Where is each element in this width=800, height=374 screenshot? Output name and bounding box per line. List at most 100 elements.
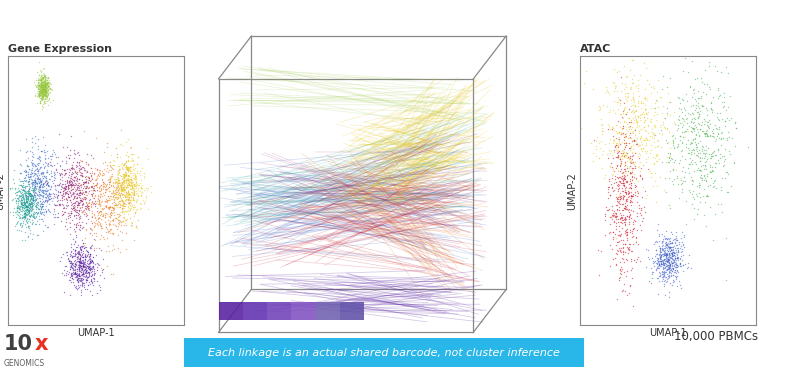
- Point: [81, 183, 94, 189]
- Point: [35, 209, 48, 215]
- Point: [65, 165, 78, 171]
- Point: [662, 264, 674, 270]
- Point: [614, 100, 626, 106]
- Point: [27, 187, 40, 193]
- Point: [70, 272, 83, 278]
- Point: [70, 186, 83, 191]
- Point: [32, 168, 45, 174]
- Point: [76, 196, 89, 202]
- Point: [612, 186, 625, 191]
- Point: [76, 158, 89, 164]
- Point: [34, 85, 46, 91]
- Point: [691, 144, 704, 150]
- Point: [78, 284, 90, 290]
- Point: [666, 243, 679, 249]
- Point: [613, 68, 626, 74]
- Point: [86, 170, 98, 176]
- Point: [72, 254, 85, 260]
- Point: [626, 95, 639, 101]
- Point: [682, 123, 695, 129]
- Point: [120, 183, 133, 189]
- Point: [52, 170, 65, 176]
- Point: [23, 192, 36, 198]
- Point: [664, 243, 677, 249]
- Point: [57, 188, 70, 194]
- Point: [117, 198, 130, 204]
- Point: [18, 212, 31, 218]
- Point: [602, 230, 615, 236]
- Point: [74, 258, 87, 264]
- Point: [716, 153, 729, 159]
- Point: [15, 215, 28, 221]
- Point: [82, 207, 95, 213]
- Point: [42, 187, 54, 193]
- Point: [618, 220, 630, 226]
- Point: [102, 203, 114, 209]
- Point: [665, 267, 678, 273]
- Point: [614, 168, 626, 174]
- Point: [608, 98, 621, 104]
- Point: [65, 173, 78, 179]
- Point: [119, 192, 132, 198]
- Point: [674, 260, 686, 266]
- Point: [122, 208, 135, 214]
- Point: [60, 188, 73, 194]
- Point: [618, 140, 630, 146]
- Point: [74, 190, 86, 196]
- Point: [684, 83, 697, 89]
- Point: [72, 272, 85, 278]
- Point: [10, 208, 23, 214]
- Point: [77, 263, 90, 269]
- Point: [663, 248, 676, 254]
- Point: [661, 139, 674, 145]
- Point: [42, 208, 55, 214]
- Point: [114, 191, 126, 197]
- Point: [38, 90, 50, 96]
- Point: [85, 152, 98, 158]
- Point: [657, 103, 670, 109]
- Point: [19, 196, 32, 202]
- Point: [79, 261, 92, 267]
- Point: [74, 259, 87, 265]
- Point: [611, 246, 624, 252]
- Point: [125, 177, 138, 183]
- Point: [666, 279, 679, 285]
- Point: [34, 76, 46, 82]
- Point: [80, 264, 93, 270]
- Point: [74, 266, 87, 272]
- Point: [608, 80, 621, 86]
- Point: [712, 126, 725, 132]
- Point: [115, 191, 128, 197]
- Point: [7, 176, 20, 182]
- Point: [614, 201, 626, 207]
- Point: [725, 183, 738, 189]
- Point: [613, 95, 626, 101]
- Point: [622, 132, 635, 138]
- Point: [618, 159, 631, 165]
- Point: [676, 109, 689, 115]
- Point: [679, 128, 692, 134]
- Point: [66, 165, 79, 171]
- Point: [693, 121, 706, 127]
- Point: [34, 88, 47, 94]
- Point: [698, 131, 711, 137]
- Point: [13, 187, 26, 193]
- Point: [33, 156, 46, 162]
- Point: [650, 265, 663, 271]
- Point: [665, 272, 678, 278]
- Point: [661, 257, 674, 263]
- Point: [22, 202, 35, 208]
- Point: [78, 179, 90, 185]
- Point: [105, 182, 118, 188]
- Point: [81, 252, 94, 258]
- Point: [26, 160, 39, 166]
- Point: [668, 145, 681, 151]
- Point: [595, 116, 608, 122]
- Point: [86, 220, 98, 226]
- Point: [655, 252, 668, 258]
- Point: [54, 162, 66, 168]
- Point: [73, 202, 86, 208]
- Point: [18, 213, 31, 219]
- Point: [99, 199, 112, 205]
- Point: [50, 202, 62, 208]
